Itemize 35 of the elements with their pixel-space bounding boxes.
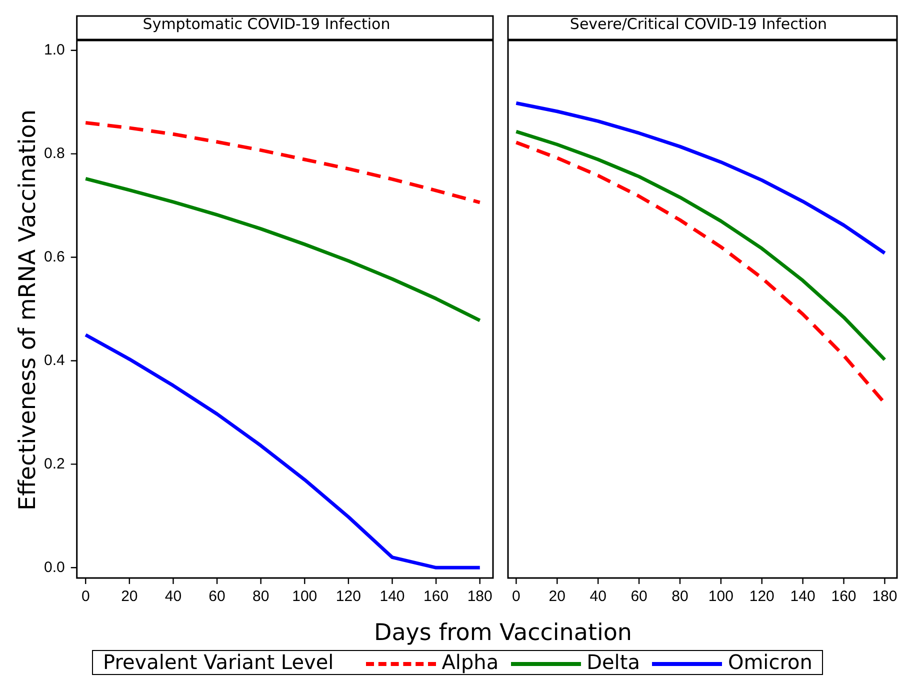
x-tick-label: 180: [467, 588, 492, 606]
x-tick-label: 0: [81, 588, 90, 606]
x-tick-label: 180: [872, 588, 898, 606]
y-tick-label: 0.0: [44, 558, 65, 576]
x-tick-label: 120: [749, 588, 774, 606]
x-tick-label: 120: [336, 588, 361, 606]
line-series: [84, 121, 482, 204]
y-tick-label: 0.2: [44, 455, 65, 472]
x-tick-label: 100: [292, 588, 318, 606]
chart-title: Severe/Critical COVID-19 Infection: [570, 14, 828, 33]
x-tick-label: 100: [708, 588, 734, 606]
y-tick-label: 1.0: [44, 41, 65, 58]
x-tick-label: 140: [380, 588, 405, 606]
x-tick-label: 60: [208, 588, 226, 606]
x-tick-label: 20: [548, 588, 566, 606]
x-tick-label: 140: [790, 588, 816, 606]
x-axis-title: Days from Vaccination: [374, 620, 632, 646]
x-tick-label: 20: [121, 588, 138, 606]
y-tick-label: 0.4: [44, 352, 65, 369]
x-tick-label: 80: [672, 588, 688, 606]
legend-label: Alpha: [442, 650, 499, 674]
x-tick-label: 160: [831, 588, 856, 606]
x-tick-label: 40: [164, 588, 182, 606]
x-tick-label: 160: [424, 588, 449, 606]
x-tick-label: 40: [590, 588, 606, 606]
y-axis-title: Effectiveness of mRNA Vaccination: [15, 110, 41, 510]
x-tick-label: 60: [630, 588, 648, 606]
legend-label: Omicron: [728, 650, 812, 674]
x-tick-label: 0: [512, 588, 520, 606]
chart-title: Symptomatic COVID-19 Infection: [142, 14, 390, 33]
legend-title: Prevalent Variant Level: [103, 650, 334, 674]
y-tick-label: 0.6: [44, 248, 65, 266]
legend-label: Delta: [586, 650, 640, 674]
y-tick-label: 0.8: [44, 144, 65, 162]
x-tick-label: 80: [252, 588, 270, 606]
